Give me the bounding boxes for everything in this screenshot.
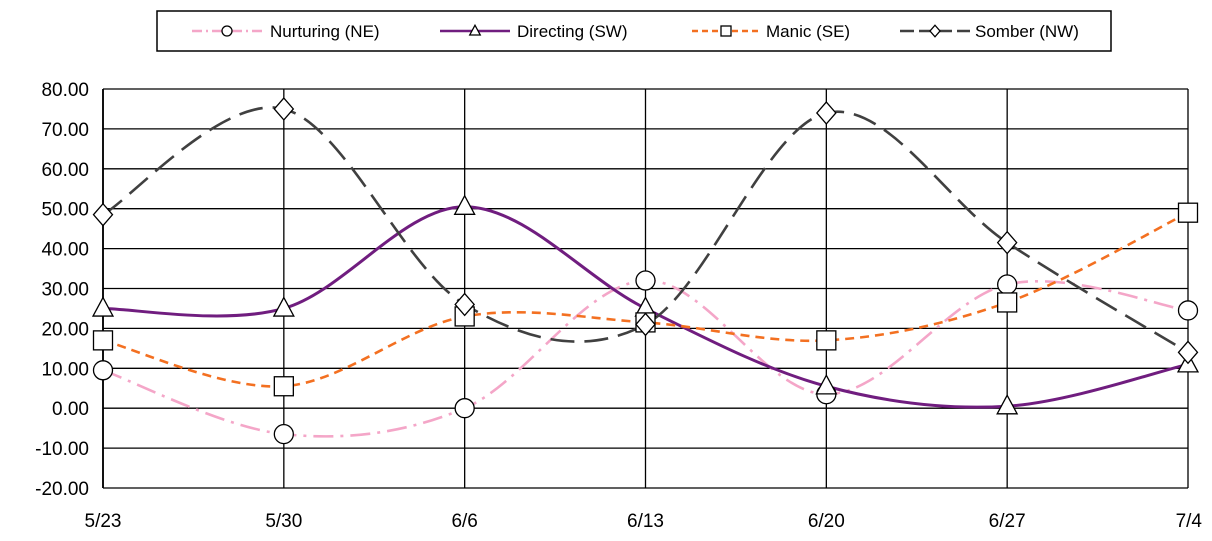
data-point-somber-nw (92, 202, 114, 227)
data-point-nurturing-ne (997, 274, 1018, 295)
y-axis-tick-labels: -20.00 -10.00 0.00 10.00 20.00 30.00 40.00 50.0… (35, 80, 89, 500)
x-axis-tick-labels: 5/23 5/30 6/6 6/13 6/20 6/27 7/4 (85, 511, 1203, 532)
data-point-directing-sw (815, 373, 838, 395)
y-tick-label: 80.00 (41, 80, 89, 101)
data-point-somber-nw (1177, 340, 1199, 365)
y-tick-label: 60.00 (41, 160, 89, 181)
legend-label: Nurturing (NE) (270, 22, 380, 41)
x-tick-label: 6/6 (451, 511, 477, 532)
data-point-nurturing-ne (92, 360, 114, 381)
x-tick-label: 5/23 (85, 511, 122, 532)
x-tick-label: 6/13 (627, 511, 664, 532)
y-tick-label: 10.00 (41, 359, 89, 380)
legend-label: Somber (NW) (975, 22, 1079, 41)
y-tick-label: 30.00 (41, 280, 89, 301)
y-tick-label: 20.00 (41, 319, 89, 340)
legend-item-nurturing-ne: Nurturing (NE) (192, 22, 380, 41)
data-point-somber-nw (454, 292, 476, 317)
legend-marker (720, 25, 732, 37)
y-tick-label: 0.00 (52, 399, 89, 420)
data-point-somber-nw (635, 312, 656, 337)
legend-label: Directing (SW) (517, 22, 628, 41)
data-point-nurturing-ne (635, 270, 656, 291)
legend-marker (468, 23, 482, 36)
legend-marker (221, 25, 233, 37)
y-tick-label: -10.00 (35, 439, 89, 460)
legend-item-directing-sw: Directing (SW) (440, 22, 628, 41)
data-point-directing-sw (91, 296, 115, 317)
data-point-nurturing-ne (1177, 300, 1199, 321)
legend-marker (929, 24, 941, 38)
legend-item-manic-se: Manic (SE) (692, 22, 850, 41)
x-tick-label: 6/20 (808, 511, 845, 532)
data-point-somber-nw (273, 97, 295, 121)
data-point-manic-se (273, 376, 294, 397)
x-tick-label: 5/30 (265, 511, 302, 532)
data-point-nurturing-ne (454, 398, 475, 419)
data-point-directing-sw (272, 296, 295, 317)
y-tick-label: 70.00 (41, 120, 89, 141)
data-point-nurturing-ne (273, 423, 294, 445)
data-point-manic-se (1177, 202, 1199, 223)
data-point-somber-nw (996, 230, 1018, 255)
series-markers (91, 97, 1200, 445)
data-point-manic-se (92, 330, 114, 351)
data-point-manic-se (997, 292, 1018, 313)
data-point-directing-sw (996, 393, 1019, 415)
y-tick-label: 50.00 (41, 200, 89, 221)
data-point-manic-se (816, 330, 837, 351)
y-tick-label: 40.00 (41, 240, 89, 261)
chart-legend: Nurturing (NE) Directing (SW) Manic (SE) So… (156, 10, 1112, 52)
data-point-directing-sw (453, 194, 476, 215)
x-tick-label: 7/4 (1176, 511, 1203, 532)
y-tick-label: -20.00 (35, 479, 89, 500)
data-point-somber-nw (815, 101, 837, 125)
legend-label: Manic (SE) (766, 22, 850, 41)
legend-item-somber-nw: Somber (NW) (900, 22, 1079, 41)
x-tick-label: 6/27 (989, 511, 1026, 532)
